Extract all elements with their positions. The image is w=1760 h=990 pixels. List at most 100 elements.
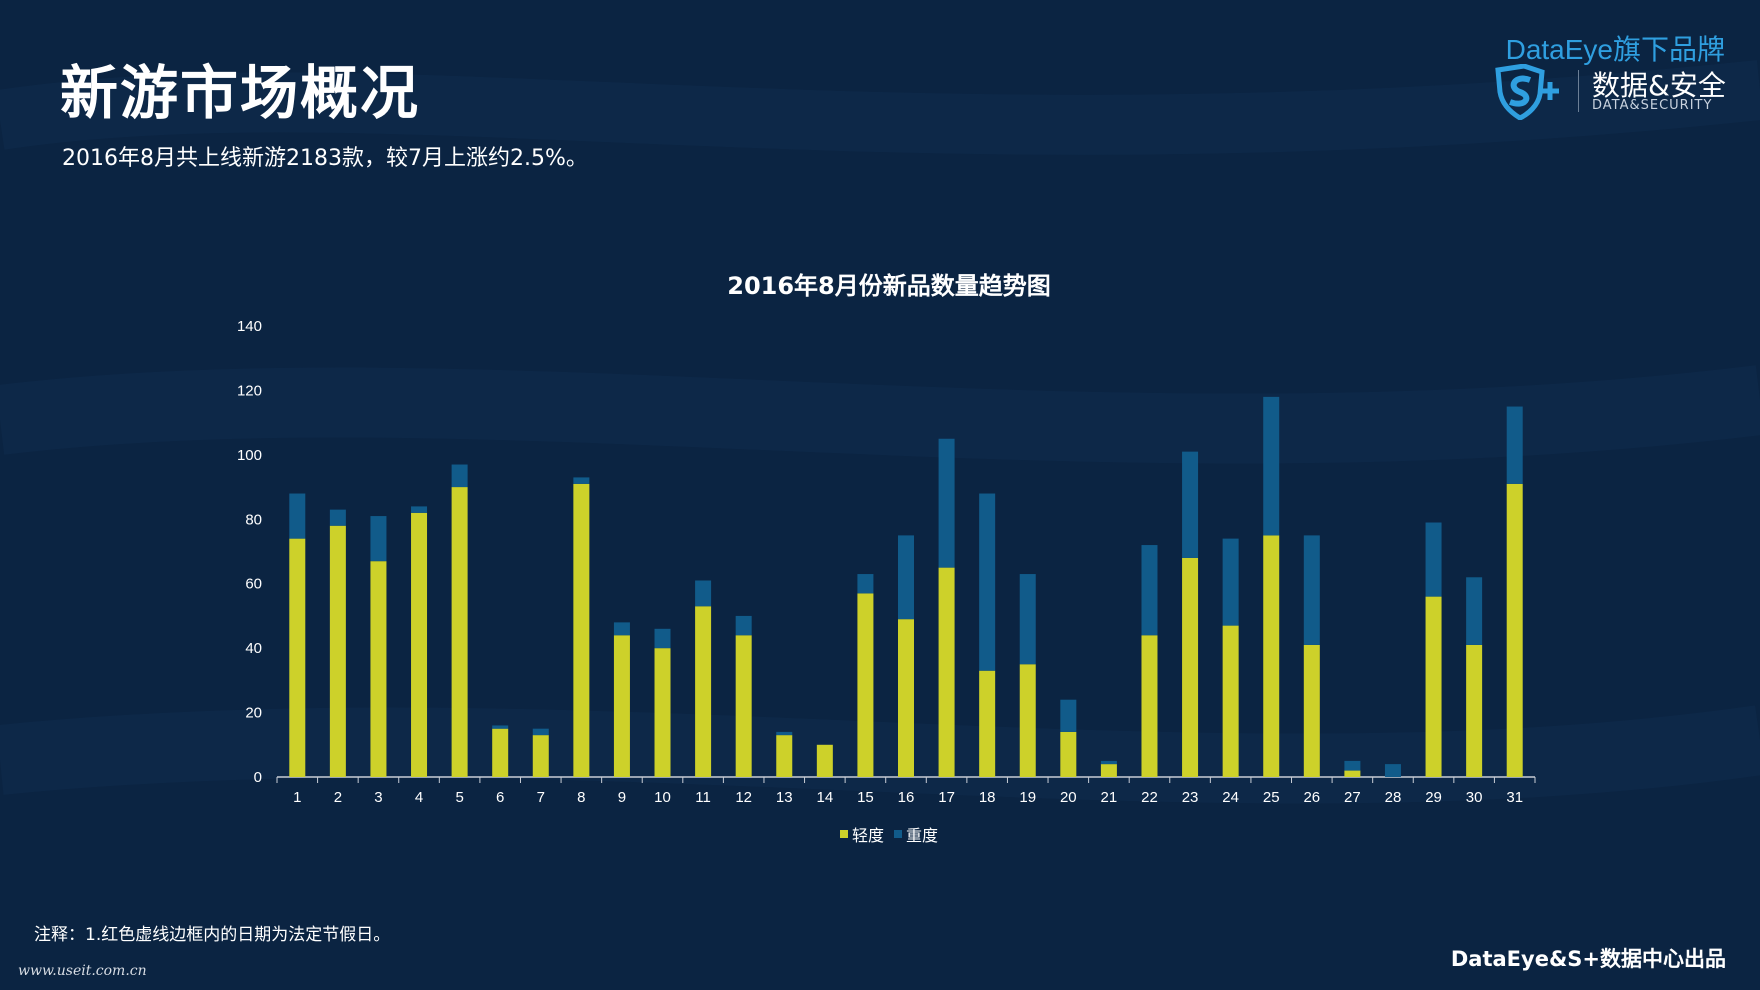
bar-light: [938, 567, 955, 777]
x-tick-label: 10: [654, 789, 671, 806]
x-tick-label: 12: [735, 789, 752, 806]
bar-heavy: [613, 622, 630, 636]
page-subtitle: 2016年8月共上线新游2183款，较7月上涨约2.5%。: [62, 146, 588, 171]
bar-light: [1506, 483, 1523, 777]
x-tick-label: 7: [537, 789, 545, 806]
x-tick-label: 3: [374, 789, 382, 806]
x-tick-label: 19: [1019, 789, 1036, 806]
x-tick-label: 5: [455, 789, 463, 806]
bar-light: [1303, 644, 1320, 777]
bar-light: [1141, 635, 1158, 777]
legend-item-heavy: 重度: [894, 822, 938, 846]
bar-light: [289, 538, 306, 777]
page-title: 新游市场概况: [60, 59, 421, 127]
bar-heavy: [857, 574, 874, 594]
bar-light: [411, 512, 428, 777]
x-tick-label: 23: [1182, 789, 1199, 806]
chart-title: 2016年8月份新品数量趋势图: [727, 272, 1051, 300]
bar-heavy: [1425, 522, 1442, 597]
legend-label-heavy: 重度: [906, 826, 939, 845]
bar-heavy: [898, 535, 914, 620]
legend-label-light: 轻度: [852, 826, 885, 845]
y-tick-label: 140: [237, 318, 262, 335]
bar-light: [573, 483, 590, 777]
brand-name-en: DATA&SECURITY: [1592, 98, 1713, 113]
bar-light: [329, 525, 346, 777]
bar-heavy: [532, 728, 549, 736]
bar-light: [492, 728, 509, 777]
x-tick-label: 4: [415, 789, 423, 806]
x-tick-label: 30: [1466, 789, 1483, 806]
bar-light: [654, 648, 671, 777]
s-plus-shield-logo-icon: [1495, 64, 1559, 120]
x-tick-label: 13: [776, 789, 793, 806]
bar-light: [979, 670, 996, 777]
bar-heavy: [573, 477, 590, 484]
bar-heavy: [1100, 760, 1117, 765]
bar-heavy: [1344, 760, 1361, 771]
x-tick-label: 6: [496, 789, 504, 806]
brand-name-cn: 数据&安全: [1592, 69, 1726, 102]
bar-heavy: [1303, 535, 1320, 645]
y-tick-label: 80: [245, 511, 262, 528]
bar-light: [532, 735, 549, 777]
x-tick-label: 14: [816, 789, 833, 806]
brand-parent-label: DataEye旗下品牌: [1505, 34, 1725, 65]
bar-light: [816, 744, 833, 777]
x-tick-label: 15: [857, 789, 874, 806]
bar-heavy: [1263, 396, 1280, 536]
y-tick-label: 100: [237, 447, 262, 464]
x-tick-label: 28: [1385, 789, 1402, 806]
watermark: www.useit.com.cn: [18, 963, 147, 979]
bar-heavy: [1506, 406, 1523, 484]
x-tick-label: 1: [293, 789, 301, 806]
y-tick-label: 60: [245, 576, 262, 593]
bar-light: [1182, 557, 1199, 777]
legend-swatch-light: [840, 830, 848, 838]
bar-light: [1222, 625, 1239, 777]
bar-heavy: [289, 493, 306, 539]
legend-item-light: 轻度: [840, 822, 884, 846]
bar-heavy: [1466, 577, 1483, 645]
footnote: 注释：1.红色虚线边框内的日期为法定节假日。: [34, 925, 391, 945]
bar-heavy: [1019, 574, 1036, 665]
x-tick-label: 20: [1060, 789, 1077, 806]
bar-heavy: [735, 615, 752, 636]
bar-heavy: [938, 438, 955, 568]
x-tick-label: 8: [577, 789, 585, 806]
x-tick-label: 17: [938, 789, 955, 806]
x-tick-label: 22: [1141, 789, 1158, 806]
bar-heavy: [979, 493, 996, 671]
bar-light: [695, 606, 712, 777]
x-tick-label: 29: [1425, 789, 1442, 806]
y-tick-label: 120: [237, 382, 262, 399]
y-tick-label: 40: [245, 640, 262, 657]
bar-light: [735, 635, 752, 777]
bar-light: [370, 561, 387, 777]
bar-light: [857, 593, 874, 777]
x-tick-label: 25: [1263, 789, 1280, 806]
x-tick-label: 26: [1303, 789, 1320, 806]
bar-light: [1060, 731, 1077, 777]
bar-heavy: [1222, 538, 1239, 626]
chart-legend: 轻度 重度: [840, 822, 948, 846]
x-tick-label: 31: [1506, 789, 1523, 806]
bar-heavy: [654, 628, 671, 649]
bar-light: [776, 735, 793, 777]
bar-heavy: [776, 731, 793, 736]
bar-light: [451, 487, 468, 777]
legend-swatch-heavy: [894, 830, 903, 838]
x-tick-label: 18: [979, 789, 996, 806]
bar-light: [613, 635, 630, 777]
bar-heavy: [451, 464, 468, 488]
bar-light: [1425, 596, 1442, 777]
bar-heavy: [329, 509, 346, 526]
bar-heavy: [695, 580, 712, 607]
bar-heavy: [492, 725, 509, 729]
bar-heavy: [1182, 451, 1199, 558]
bar-light: [898, 619, 914, 777]
credit-line: DataEye&S+数据中心出品: [1450, 947, 1726, 971]
bar-heavy: [1141, 545, 1158, 636]
